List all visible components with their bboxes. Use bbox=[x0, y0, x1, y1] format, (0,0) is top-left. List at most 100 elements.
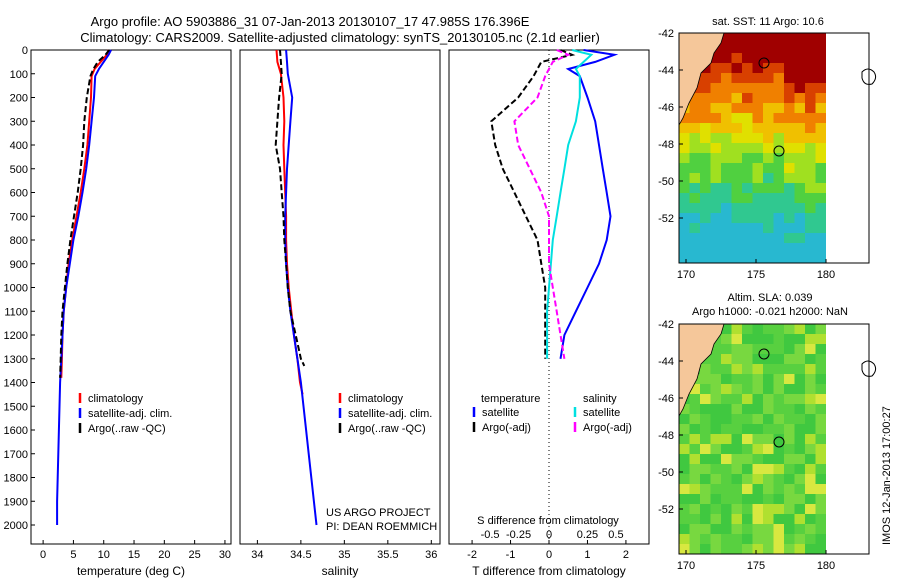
sla-cell bbox=[721, 384, 733, 395]
sla-cell bbox=[731, 404, 743, 415]
sla-cell bbox=[805, 464, 817, 475]
sst-cell bbox=[784, 103, 796, 114]
sla-cell bbox=[742, 544, 754, 554]
x-tick-label: 25 bbox=[189, 549, 201, 561]
sst-cell bbox=[773, 233, 785, 244]
sst-cell bbox=[721, 143, 733, 154]
sst-cell bbox=[752, 183, 764, 194]
sla-cell bbox=[710, 504, 722, 515]
sla-cell bbox=[805, 354, 817, 365]
sst-cell bbox=[700, 243, 712, 254]
x-tick-label: 0 bbox=[40, 549, 46, 561]
sla-cell bbox=[700, 364, 712, 375]
sla-cell bbox=[805, 414, 817, 425]
sst-cell bbox=[805, 153, 817, 164]
sst-cell bbox=[721, 43, 733, 54]
sst-cell bbox=[742, 163, 754, 174]
sla-cell bbox=[710, 484, 722, 495]
sla-cell bbox=[794, 444, 806, 455]
sst-cell bbox=[679, 173, 691, 184]
temperature-plot-frame bbox=[30, 49, 232, 545]
sla-cell bbox=[679, 464, 691, 475]
legend-label: Argo(..raw -QC) bbox=[348, 423, 426, 435]
sla-cell bbox=[815, 344, 826, 355]
sla-cell bbox=[815, 394, 826, 405]
sst-cell bbox=[700, 143, 712, 154]
sst-cell bbox=[773, 193, 785, 204]
sla-cell bbox=[794, 534, 806, 545]
sst-cell bbox=[742, 253, 754, 263]
sla-cell bbox=[689, 394, 701, 405]
y-tick-label: 1500 bbox=[4, 401, 28, 413]
sst-cell bbox=[710, 73, 722, 84]
sst-cell bbox=[742, 213, 754, 224]
sst-cell bbox=[679, 143, 691, 154]
sla-cell bbox=[742, 324, 754, 335]
sst-cell bbox=[784, 253, 796, 263]
sla-cell bbox=[752, 414, 764, 425]
sla-cell bbox=[763, 464, 775, 475]
sla-cell bbox=[794, 434, 806, 445]
sst-cell bbox=[763, 53, 775, 64]
legend-label: satellite-adj. clim. bbox=[348, 408, 432, 420]
sst-cell bbox=[710, 153, 722, 164]
sst-map-frame bbox=[678, 32, 870, 264]
sst-cell bbox=[731, 83, 743, 94]
sla-cell bbox=[721, 434, 733, 445]
sla-cell bbox=[794, 384, 806, 395]
sla-cell bbox=[752, 354, 764, 365]
sst-cell bbox=[721, 253, 733, 263]
sst-cell bbox=[784, 53, 796, 64]
sla-cell bbox=[679, 474, 691, 485]
sst-cell bbox=[721, 123, 733, 134]
sla-cell bbox=[731, 384, 743, 395]
sst-cell bbox=[742, 193, 754, 204]
sla-cell bbox=[679, 444, 691, 455]
sst-cell bbox=[752, 173, 764, 184]
sla-cell bbox=[710, 404, 722, 415]
sla-cell bbox=[763, 424, 775, 435]
sst-cell bbox=[763, 173, 775, 184]
sst-cell bbox=[805, 33, 817, 44]
y-tick-label: 1900 bbox=[4, 496, 28, 508]
sla-cell bbox=[731, 354, 743, 365]
sst-cell bbox=[752, 63, 764, 74]
sla-cell bbox=[679, 484, 691, 495]
sla-cell bbox=[679, 454, 691, 465]
y-tick-label: 1700 bbox=[4, 449, 28, 461]
sla-cell bbox=[731, 434, 743, 445]
sla-cell bbox=[784, 324, 796, 335]
difference-x-axis: -2 -1 0 1 2 -0.5 -0.25 0 0.25 0.5 bbox=[467, 50, 629, 561]
sla-cell bbox=[815, 544, 826, 554]
sst-cell bbox=[742, 243, 754, 254]
sla-cell bbox=[773, 364, 785, 375]
sla-cell bbox=[752, 464, 764, 475]
y-tick-label: 1800 bbox=[4, 473, 28, 485]
sst-cell bbox=[731, 113, 743, 124]
sla-cell bbox=[689, 454, 701, 465]
y-tick-label: 800 bbox=[10, 235, 28, 247]
sst-cell bbox=[794, 123, 806, 134]
sst-cell bbox=[710, 223, 722, 234]
sla-cell bbox=[815, 384, 826, 395]
sst-cell bbox=[805, 193, 817, 204]
sst-cell bbox=[689, 193, 701, 204]
sla-cell bbox=[763, 494, 775, 505]
sst-cell bbox=[794, 53, 806, 64]
sla-cell bbox=[794, 504, 806, 515]
sst-cell bbox=[689, 153, 701, 164]
sst-cell bbox=[721, 33, 733, 44]
sla-cell bbox=[815, 454, 826, 465]
sst-map-axes: -42 -44 -46 -48 -50 -52 170 175 180 bbox=[658, 28, 835, 281]
sla-cell bbox=[700, 394, 712, 405]
sst-cell bbox=[794, 213, 806, 224]
sla-cell bbox=[794, 394, 806, 405]
sst-cell bbox=[763, 233, 775, 244]
sst-cell bbox=[805, 123, 817, 134]
sst-cell bbox=[710, 143, 722, 154]
sst-cell bbox=[679, 163, 691, 174]
sla-cell bbox=[763, 534, 775, 545]
argo-marker bbox=[773, 145, 785, 157]
t-tick-label: 0 bbox=[546, 549, 552, 561]
